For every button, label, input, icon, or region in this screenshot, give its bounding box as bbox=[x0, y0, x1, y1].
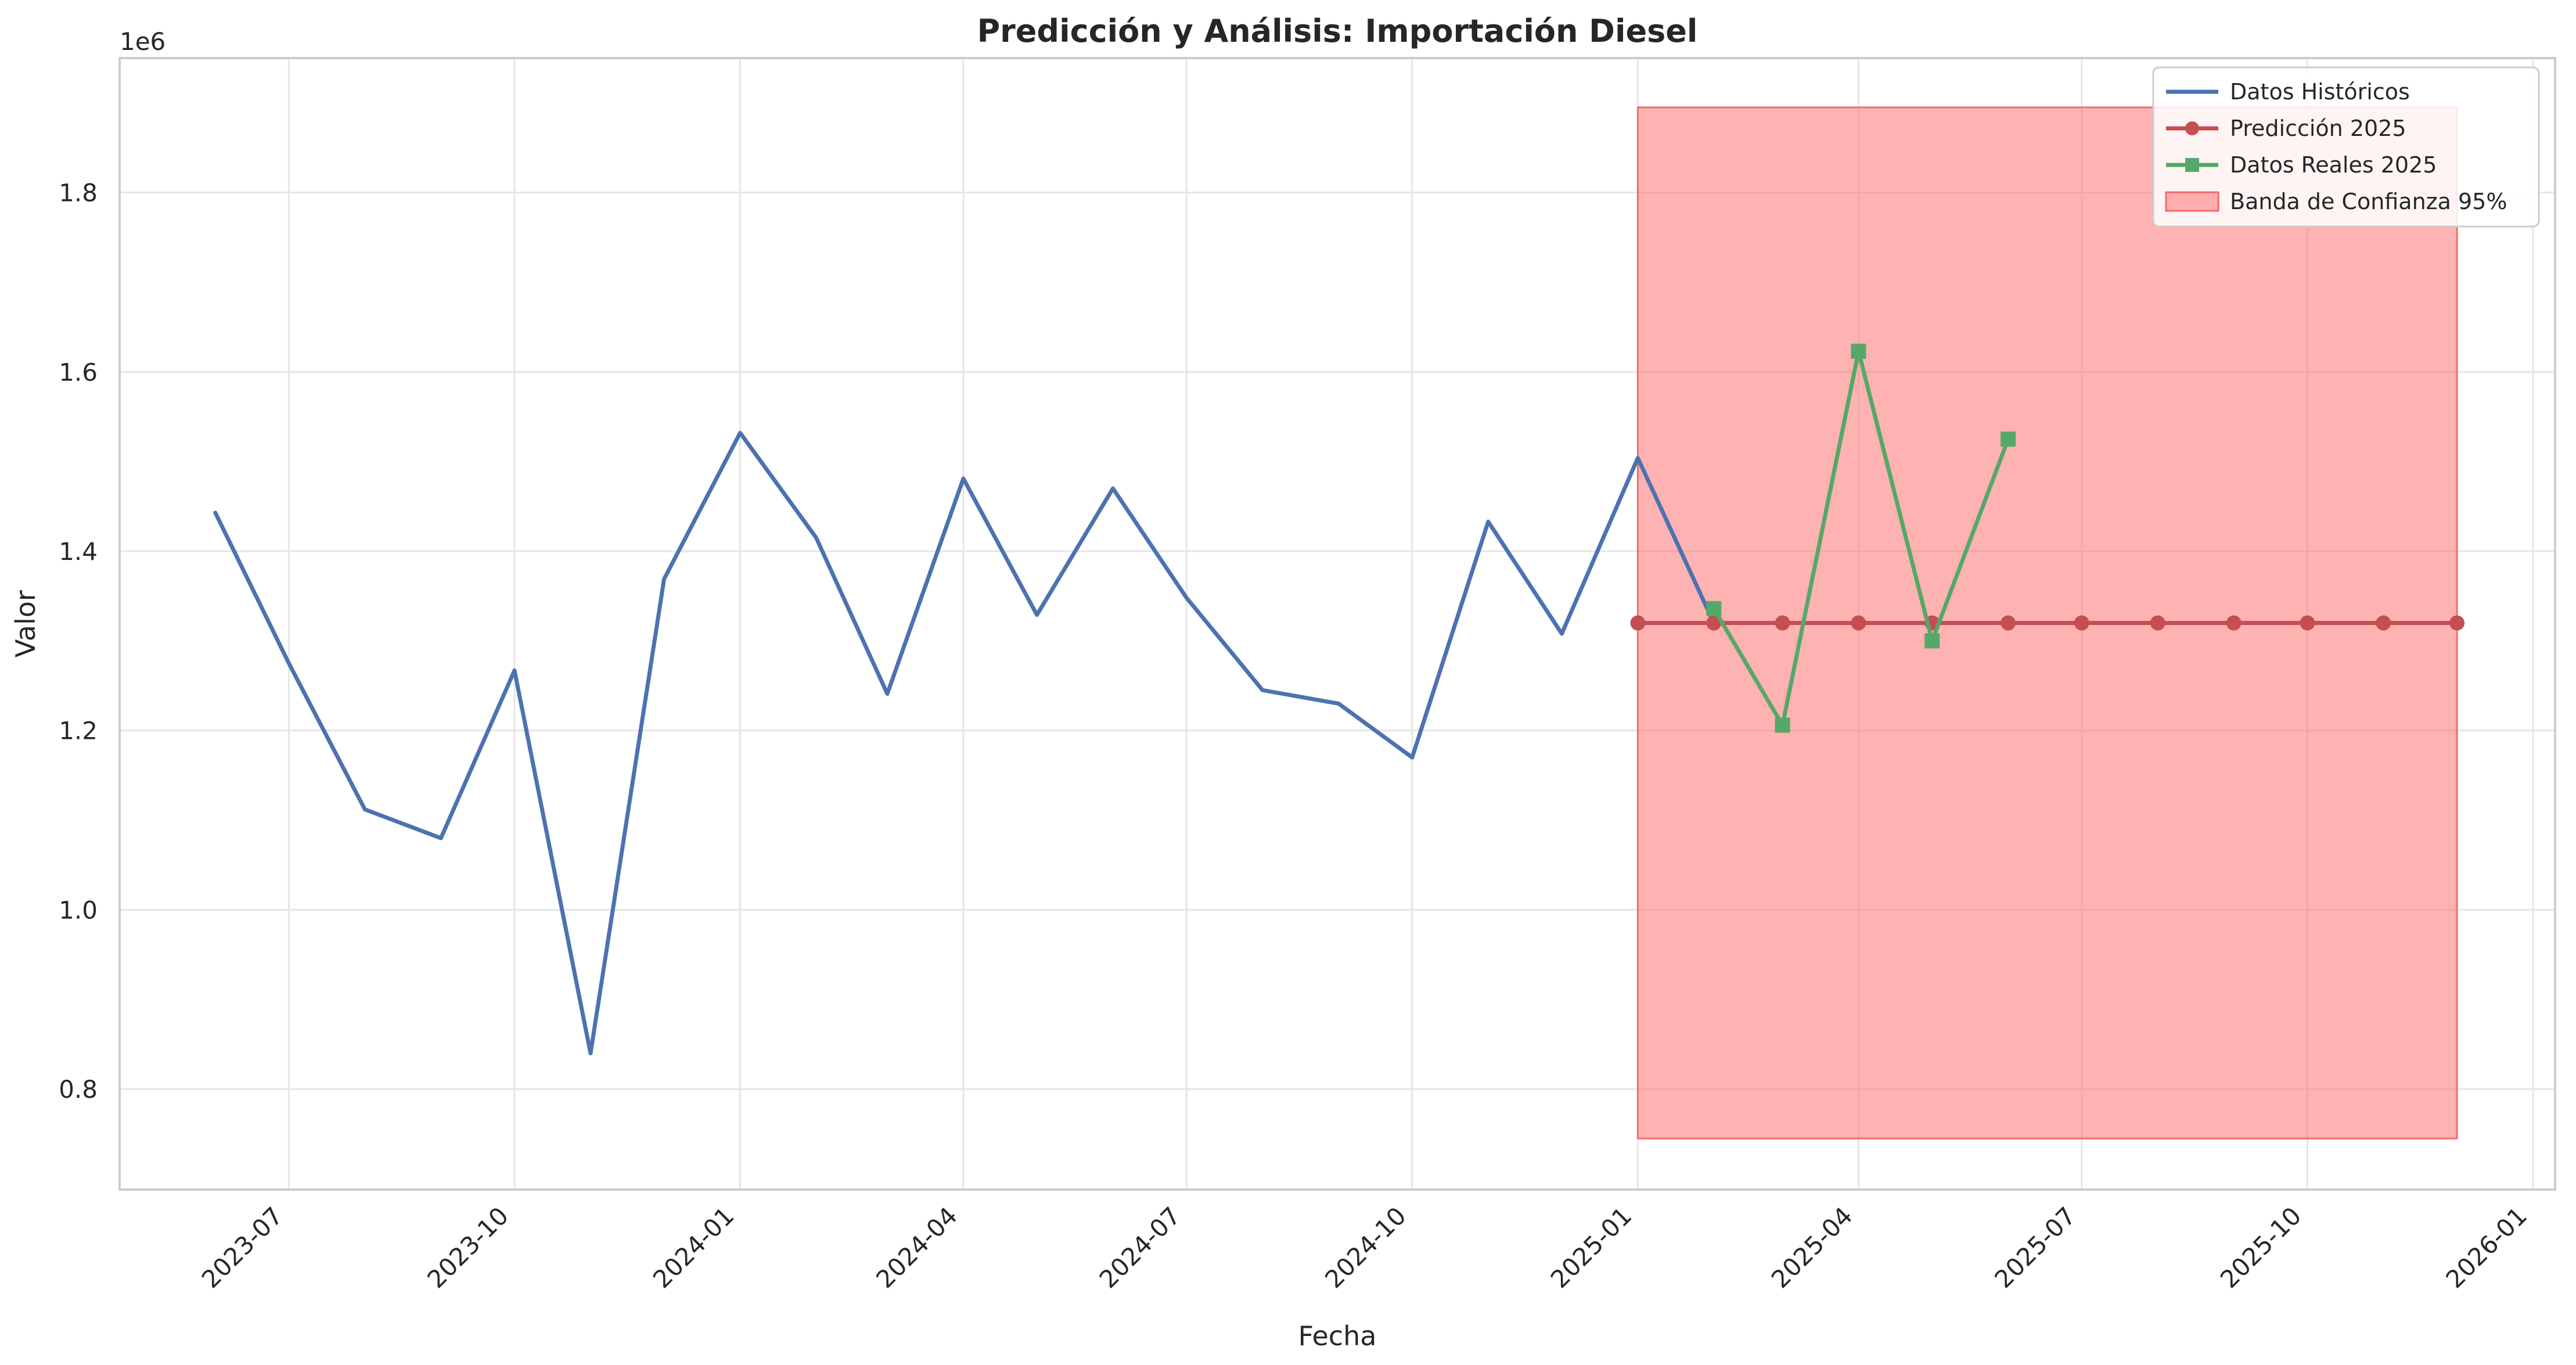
series-layer bbox=[213, 343, 2465, 1055]
legend-marker bbox=[2185, 158, 2199, 172]
data-point-prediccion-2025 bbox=[1630, 615, 1646, 631]
y-tick-label: 1.0 bbox=[59, 896, 98, 924]
data-point-prediccion-2025 bbox=[2376, 615, 2391, 631]
y-tick-label: 1.8 bbox=[59, 179, 98, 207]
x-axis-label: Fecha bbox=[1298, 1320, 1377, 1352]
y-offset-label: 1e6 bbox=[120, 27, 166, 56]
y-tick-label: 1.6 bbox=[59, 358, 98, 386]
data-point-datos-reales-2025 bbox=[1775, 717, 1790, 733]
legend-marker bbox=[2185, 121, 2199, 135]
data-point-prediccion-2025 bbox=[2001, 615, 2016, 631]
data-point-prediccion-2025 bbox=[1851, 615, 1866, 631]
data-point-datos-reales-2025 bbox=[1851, 343, 1866, 359]
data-point-datos-reales-2025 bbox=[1706, 601, 1722, 616]
series-line-datos-historicos bbox=[213, 430, 1716, 1055]
y-tick-label: 1.4 bbox=[59, 537, 98, 566]
legend-entry-label: Datos Reales 2025 bbox=[2230, 152, 2437, 178]
data-point-prediccion-2025 bbox=[2300, 615, 2315, 631]
data-point-prediccion-2025 bbox=[1706, 615, 1722, 631]
chart-title: Predicción y Análisis: Importación Diese… bbox=[977, 13, 1698, 49]
legend-box bbox=[2152, 66, 2540, 228]
data-point-prediccion-2025 bbox=[1775, 615, 1790, 631]
y-axis-label: Valor bbox=[10, 590, 41, 658]
data-point-datos-reales-2025 bbox=[2001, 432, 2016, 447]
plot-frame bbox=[118, 57, 2556, 1191]
data-point-datos-reales-2025 bbox=[1924, 633, 1940, 649]
y-tick-label: 1.2 bbox=[59, 717, 98, 745]
legend: Datos Históricos Predicción 2025 Datos Rea… bbox=[2152, 66, 2540, 228]
data-point-prediccion-2025 bbox=[2150, 615, 2165, 631]
data-point-prediccion-2025 bbox=[2449, 615, 2465, 631]
legend-entry-label: Predicción 2025 bbox=[2230, 116, 2406, 141]
y-tick-label: 0.8 bbox=[59, 1075, 98, 1104]
legend-entry-label: Datos Históricos bbox=[2230, 79, 2410, 105]
legend-entry-label: Banda de Confianza 95% bbox=[2230, 189, 2507, 214]
data-point-prediccion-2025 bbox=[2074, 615, 2089, 631]
data-point-prediccion-2025 bbox=[2226, 615, 2242, 631]
legend-swatch bbox=[2165, 191, 2219, 212]
